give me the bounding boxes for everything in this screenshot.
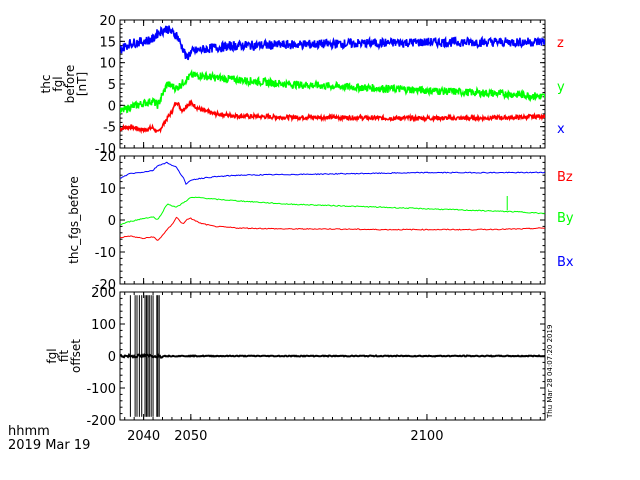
y-tick-label: 20 xyxy=(99,150,116,165)
legend-By: By xyxy=(557,211,574,226)
y-tick-label: -100 xyxy=(86,382,116,397)
y-axis-label: fgl xyxy=(45,348,59,363)
y-tick-label: 10 xyxy=(99,57,116,72)
x-tick-label: 2040 xyxy=(127,429,160,444)
y-tick-label: 20 xyxy=(99,14,116,29)
y-tick-label: 100 xyxy=(91,318,116,333)
legend-z: z xyxy=(557,36,564,51)
panel-frame xyxy=(119,155,546,285)
y-axis-label: before xyxy=(63,65,77,104)
y-axis-label: fgl xyxy=(51,76,65,91)
y-tick-label: 5 xyxy=(108,78,116,93)
footer-hhmm: hhmm xyxy=(8,424,50,439)
x-tick-label: 2100 xyxy=(410,429,443,444)
legend-y: y xyxy=(557,80,565,95)
series-line-Bx xyxy=(120,161,545,186)
legend-Bz: Bz xyxy=(557,170,573,185)
y-tick-label: 0 xyxy=(108,214,116,229)
footer-date: 2019 Mar 19 xyxy=(8,438,91,453)
y-tick-label: 0 xyxy=(108,350,116,365)
y-axis-label: fit xyxy=(57,350,71,363)
y-tick-label: 200 xyxy=(91,286,116,301)
y-tick-label: 0 xyxy=(108,99,116,114)
offset-baseline xyxy=(120,352,545,359)
y-tick-label: -10 xyxy=(95,142,116,157)
series-line-x xyxy=(120,25,545,61)
y-axis-label: thc xyxy=(39,75,53,94)
timestamp-label: Thu Mar 28 04:07:20 2019 xyxy=(546,325,554,419)
y-axis-label: offset xyxy=(69,339,83,373)
series-line-z xyxy=(120,99,545,135)
chart-panels: -10-505101520thcfglbefore[nT]zyx-20-1001… xyxy=(39,14,574,444)
series-line-y xyxy=(120,69,545,115)
y-tick-label: -10 xyxy=(95,246,116,261)
panel-2: -20 -10 0 10 20 thc_fgs_before Bz By Bx xyxy=(67,150,574,293)
series-line-Bz xyxy=(120,216,545,241)
y-tick-label: 10 xyxy=(99,182,116,197)
y-tick-label: -200 xyxy=(86,414,116,429)
y-tick-label: -20 xyxy=(95,278,116,293)
x-tick-label: 2050 xyxy=(174,429,207,444)
legend-Bx: Bx xyxy=(557,255,574,270)
y-tick-label: -5 xyxy=(103,121,116,136)
y-axis-label: thc_fgs_before xyxy=(67,176,81,264)
series-line-By xyxy=(120,196,545,226)
y-tick-label: 15 xyxy=(99,35,116,50)
legend-x: x xyxy=(557,122,565,137)
y-axis-label: [nT] xyxy=(75,72,89,96)
